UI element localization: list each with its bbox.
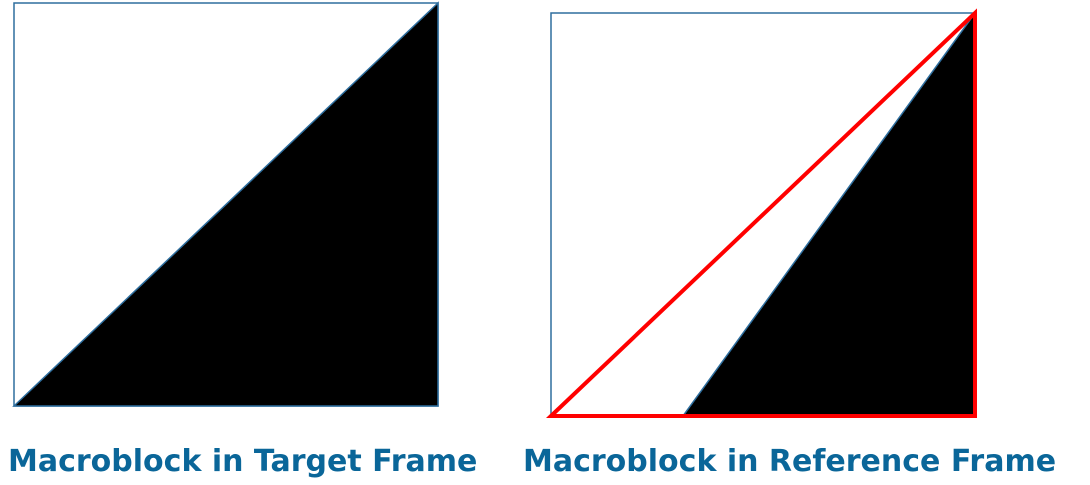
target-macroblock: [12, 1, 439, 407]
reference-frame-caption: Macroblock in Reference Frame: [523, 444, 1057, 479]
target-frame-caption: Macroblock in Target Frame: [8, 444, 478, 479]
reference-red-outline-triangle: [545, 8, 977, 418]
reference-macroblock: [545, 8, 977, 418]
target-black-triangle: [12, 1, 439, 407]
